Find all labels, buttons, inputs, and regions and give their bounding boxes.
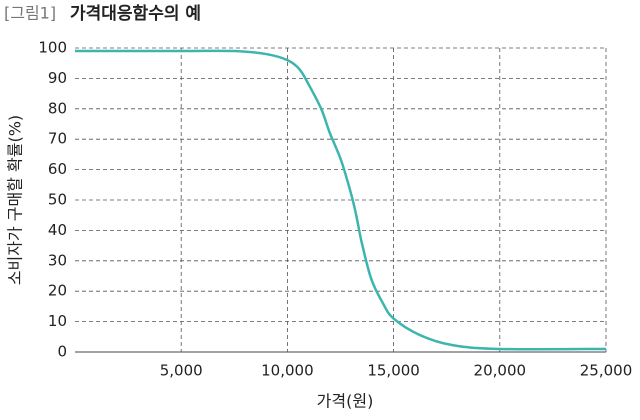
y-tick-label: 100 bbox=[38, 39, 67, 57]
y-tick-label: 30 bbox=[48, 251, 67, 269]
y-tick-label: 90 bbox=[48, 69, 67, 87]
y-tick-label: 70 bbox=[48, 130, 67, 148]
y-tick-label: 50 bbox=[48, 191, 67, 209]
x-tick-label: 15,000 bbox=[367, 362, 420, 380]
y-tick-label: 20 bbox=[48, 282, 67, 300]
chart-title: 가격대응함수의 예 bbox=[70, 3, 201, 24]
x-tick-label: 10,000 bbox=[261, 362, 314, 380]
y-tick-label: 40 bbox=[48, 221, 67, 239]
y-axis-label: 소비자가 구매할 확률(%) bbox=[6, 115, 25, 285]
line bbox=[75, 49, 607, 351]
y-tick-label: 0 bbox=[57, 343, 67, 361]
x-tick-label: 5,000 bbox=[160, 362, 203, 380]
figure-label: [그림1] bbox=[4, 4, 56, 23]
x-axis-label: 가격(원) bbox=[317, 392, 374, 411]
y-tick-label: 60 bbox=[48, 160, 67, 178]
x-tick-label: 25,000 bbox=[580, 362, 633, 380]
y-tick-label: 80 bbox=[48, 99, 67, 117]
y-tick-label: 10 bbox=[48, 312, 67, 330]
x-tick-label: 20,000 bbox=[474, 362, 527, 380]
